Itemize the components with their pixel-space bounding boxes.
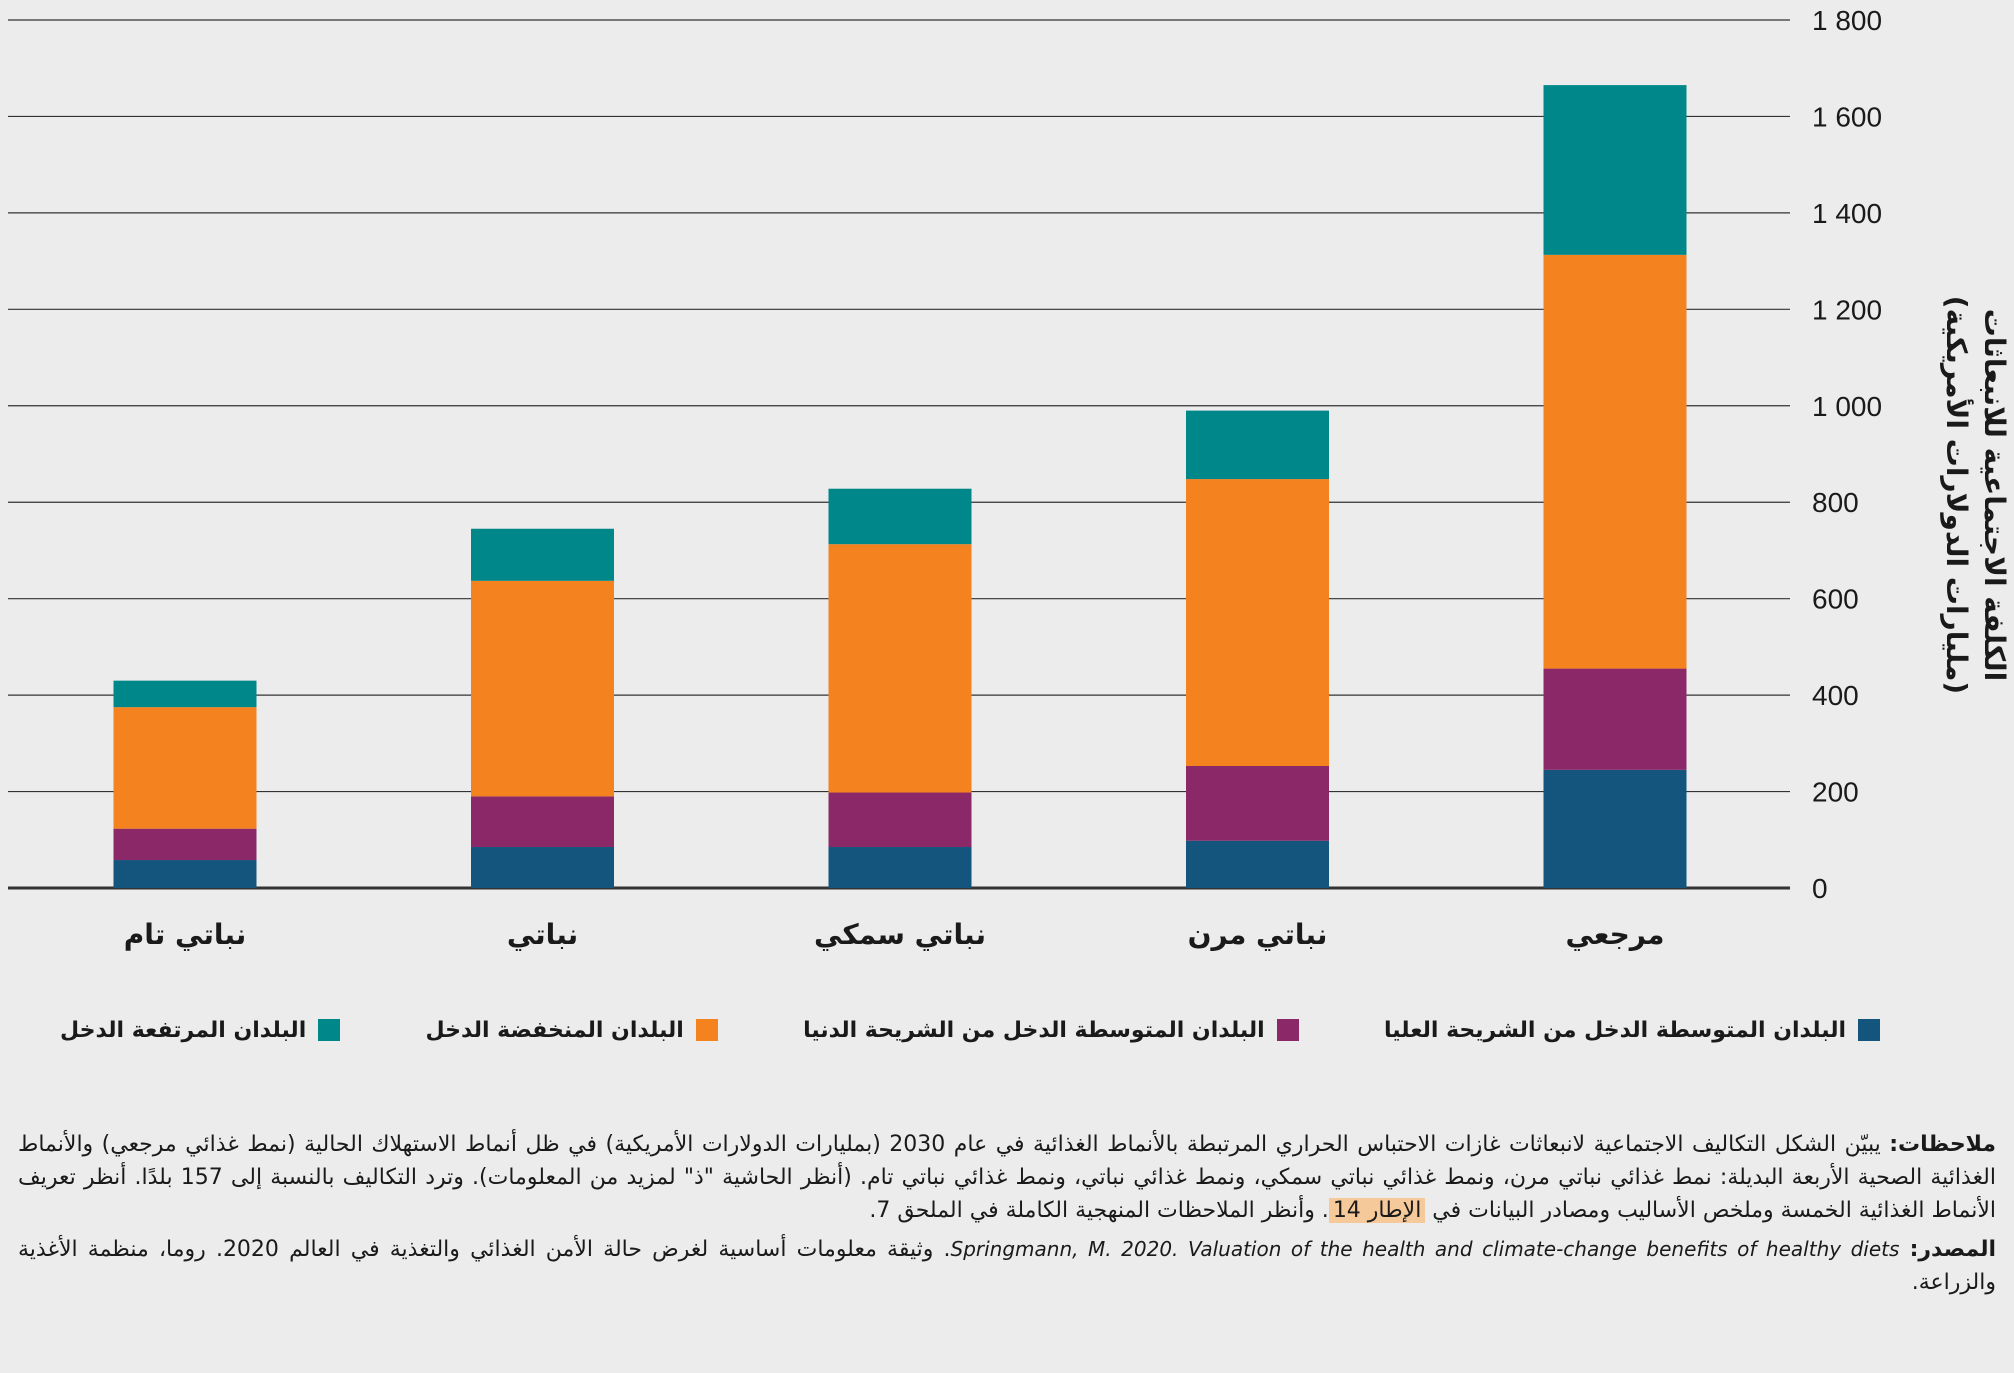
stacked-bar-chart: 0 200 400 600 800 1 000 1 200 1 400 1 600 1 800 نب… bbox=[8, 5, 2011, 951]
source-paragraph: المصدر: Springmann, M. 2020. Valuation o… bbox=[18, 1233, 1996, 1299]
source-arabic-text: . وثيقة معلومات أساسية لغرض حالة الأمن ا… bbox=[18, 1237, 1996, 1295]
legend-label-lower-middle-income: البلدان المتوسطة الدخل من الشريحة الدنيا bbox=[803, 1017, 1265, 1043]
notes-text: يبيّن الشكل التكاليف الاجتماعية لانبعاثا… bbox=[18, 1132, 1996, 1223]
legend-item-lower-middle-income: البلدان المتوسطة الدخل من الشريحة الدنيا bbox=[803, 1018, 1299, 1043]
bar-4-upper_middle bbox=[1186, 840, 1329, 888]
bar-3-high bbox=[828, 488, 972, 545]
x-category-label-2: نباتي bbox=[507, 918, 578, 951]
legend-label-high-income: البلدان المرتفعة الدخل bbox=[60, 1017, 307, 1043]
notes-tail: . وأنظر الملاحظات المنهجية الكاملة في ال… bbox=[869, 1198, 1329, 1223]
bar-4-high bbox=[1186, 410, 1329, 480]
bar-2-upper_middle bbox=[471, 847, 614, 888]
y-tick-label-800: 800 bbox=[1812, 487, 1859, 518]
bar-1-high bbox=[113, 680, 257, 708]
source-label: المصدر: bbox=[1909, 1237, 1996, 1262]
legend-swatch-upper-middle-income bbox=[1858, 1019, 1880, 1041]
legend-item-high-income: البلدان المرتفعة الدخل bbox=[60, 1017, 341, 1043]
y-axis-title-line2: (مليارات الدولارات الأمريكية) bbox=[1940, 296, 1974, 694]
legend-label-upper-middle-income: البلدان المتوسطة الدخل من الشريحة العليا bbox=[1383, 1017, 1846, 1043]
notes-label: ملاحظات: bbox=[1889, 1132, 1996, 1157]
notes-section: ملاحظات: يبيّن الشكل التكاليف الاجتماعية… bbox=[18, 1128, 1996, 1305]
legend-label-low-income: البلدان المنخفضة الدخل bbox=[425, 1017, 684, 1043]
box-14-reference[interactable]: الإطار 14 bbox=[1328, 1198, 1426, 1223]
y-axis-title-line1: الكلفة الاجتماعية للانبعاثات bbox=[1978, 309, 2011, 682]
notes-paragraph: ملاحظات: يبيّن الشكل التكاليف الاجتماعية… bbox=[18, 1128, 1996, 1227]
bar-4-low bbox=[1186, 479, 1329, 766]
bar-4-lower_middle bbox=[1186, 765, 1329, 841]
x-category-label-3: نباتي سمكي bbox=[814, 918, 986, 951]
y-tick-label-1200: 1 200 bbox=[1812, 294, 1882, 325]
y-tick-label-400: 400 bbox=[1812, 680, 1859, 711]
bar-1-low bbox=[113, 707, 257, 829]
bar-5-upper_middle bbox=[1543, 769, 1687, 888]
bar-5-lower_middle bbox=[1543, 668, 1687, 770]
y-tick-label-1400: 1 400 bbox=[1812, 198, 1882, 229]
y-tick-label-200: 200 bbox=[1812, 777, 1859, 808]
bar-3-lower_middle bbox=[828, 792, 972, 848]
source-english-citation: Springmann, M. 2020. Valuation of the he… bbox=[950, 1237, 1900, 1261]
x-category-label-4: نباتي مرن bbox=[1188, 918, 1328, 951]
bar-5-high bbox=[1543, 85, 1687, 255]
bar-1-lower_middle bbox=[113, 828, 257, 861]
legend-swatch-low-income bbox=[695, 1019, 718, 1041]
bar-2-high bbox=[471, 528, 614, 581]
legend-item-upper-middle-income: البلدان المتوسطة الدخل من الشريحة العليا bbox=[1384, 1018, 1880, 1043]
legend-swatch-high-income bbox=[318, 1019, 341, 1041]
y-tick-label-1600: 1 600 bbox=[1812, 101, 1882, 132]
x-category-label-1: نباتي تام bbox=[124, 918, 247, 951]
y-tick-label-1000: 1 000 bbox=[1812, 391, 1882, 422]
bars bbox=[113, 85, 1687, 888]
x-category-label-5: مرجعي bbox=[1565, 918, 1664, 951]
legend-swatch-lower-middle-income bbox=[1276, 1019, 1299, 1041]
bar-1-upper_middle bbox=[113, 860, 257, 888]
y-tick-label-1800: 1 800 bbox=[1812, 5, 1882, 36]
legend-item-low-income: البلدان المنخفضة الدخل bbox=[426, 1018, 718, 1043]
y-tick-label-600: 600 bbox=[1812, 584, 1859, 615]
legend: البلدان المرتفعة الدخل البلدان المنخفضة … bbox=[60, 1010, 1880, 1050]
y-tick-label-0: 0 bbox=[1812, 873, 1828, 904]
bar-3-low bbox=[828, 544, 972, 793]
bar-2-lower_middle bbox=[471, 796, 614, 848]
axis-labels: 0 200 400 600 800 1 000 1 200 1 400 1 600 1 800 نب… bbox=[124, 5, 1882, 951]
bar-2-low bbox=[471, 580, 614, 797]
bar-5-low bbox=[1543, 254, 1687, 669]
bar-3-upper_middle bbox=[828, 847, 972, 888]
